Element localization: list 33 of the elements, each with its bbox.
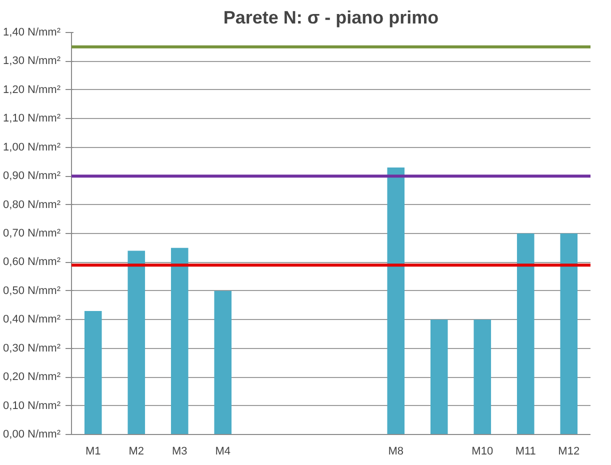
bar: [430, 320, 448, 434]
y-tick-label: 0,00 N/mm²: [3, 428, 61, 440]
x-tick-label: M11: [515, 446, 536, 458]
y-tick-label: 0,70 N/mm²: [3, 228, 61, 240]
y-tick-label: 0,60 N/mm²: [3, 256, 61, 268]
x-tick-label: M1: [85, 446, 101, 458]
y-tick-label: 0,50 N/mm²: [3, 284, 61, 297]
x-tick-label: M3: [172, 446, 188, 458]
x-tick-label: M2: [128, 446, 144, 458]
y-tick-label: 0,80 N/mm²: [3, 198, 61, 211]
x-tick-label: M10: [472, 446, 494, 458]
y-tick-label: 0,40 N/mm²: [3, 314, 61, 326]
bar: [214, 290, 232, 434]
y-tick-label: 1,40 N/mm²: [3, 26, 61, 38]
bar: [387, 167, 405, 434]
y-tick-label: 1,30 N/mm²: [3, 55, 61, 68]
y-tick-label: 1,20 N/mm²: [3, 84, 61, 96]
x-tick-label: M8: [388, 446, 404, 458]
y-tick-label: 1,10 N/mm²: [3, 112, 61, 125]
y-tick-label: 0,10 N/mm²: [3, 400, 61, 412]
x-tick-label: M12: [558, 446, 580, 458]
bar: [516, 234, 534, 434]
bar: [128, 250, 146, 434]
chart-title: Parete N: σ - piano primo: [223, 8, 439, 28]
bar: [84, 311, 102, 434]
y-tick-label: 0,90 N/mm²: [3, 170, 61, 182]
bar: [170, 248, 188, 434]
y-tick-label: 0,30 N/mm²: [3, 342, 61, 354]
y-tick-label: 0,20 N/mm²: [3, 371, 61, 384]
y-tick-label: 1,00 N/mm²: [3, 141, 61, 154]
bar: [474, 320, 492, 434]
x-tick-label: M4: [215, 446, 231, 458]
bar: [560, 234, 578, 434]
